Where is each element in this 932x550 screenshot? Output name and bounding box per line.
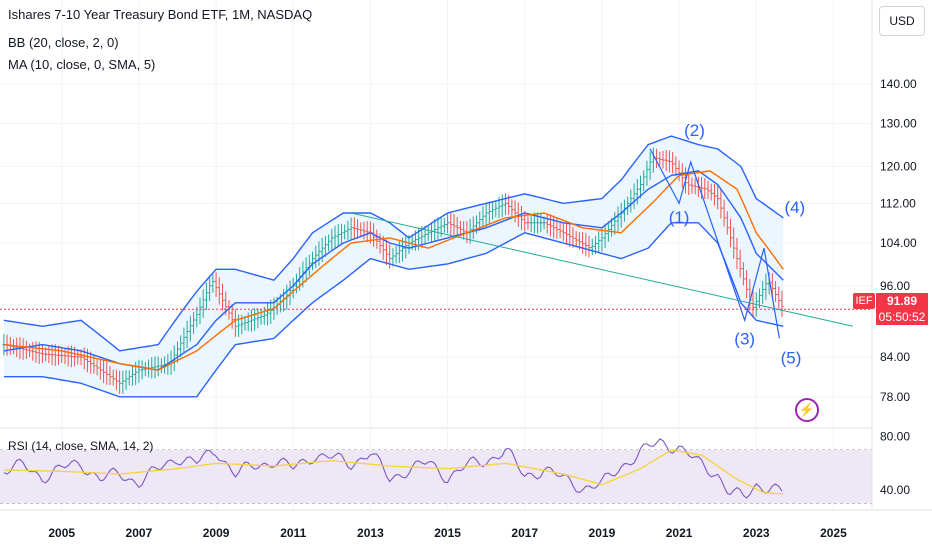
wave-label: (1) — [669, 208, 690, 227]
time-tick-label: 2023 — [743, 526, 770, 540]
bollinger-band-fill — [3, 136, 784, 397]
chart-title: Ishares 7-10 Year Treasury Bond ETF, 1M,… — [8, 7, 313, 22]
rsi-tick-label: 80.00 — [880, 430, 910, 444]
currency-button[interactable]: USD — [879, 6, 925, 36]
time-tick-label: 2015 — [434, 526, 461, 540]
time-tick-label: 2005 — [48, 526, 75, 540]
price-tick-label: 84.00 — [880, 350, 910, 364]
price-tick-label: 120.00 — [880, 159, 917, 173]
price-tick-label: 140.00 — [880, 77, 917, 91]
rsi-legend[interactable]: RSI (14, close, SMA, 14, 2) — [8, 439, 154, 453]
wave-labels: (1) (2) (3) (4) (5) — [669, 121, 806, 368]
time-tick-label: 2021 — [666, 526, 693, 540]
price-tick-label: 96.00 — [880, 279, 910, 293]
last-price-tag: 91.89 — [876, 293, 928, 309]
wave-label: (2) — [684, 121, 705, 140]
lightning-icon[interactable]: ⚡ — [795, 398, 819, 422]
bar-countdown: 05:50:52 — [876, 309, 928, 325]
time-tick-label: 2019 — [589, 526, 616, 540]
symbol-tag: IEF — [853, 293, 875, 309]
time-tick-label: 2025 — [820, 526, 847, 540]
price-tick-label: 130.00 — [880, 117, 917, 131]
rsi-ma-line — [3, 449, 784, 495]
rsi-line — [3, 438, 783, 499]
trendline — [351, 212, 853, 327]
wave-label: (5) — [781, 349, 802, 368]
moving-average-line — [3, 170, 784, 371]
price-tick-label: 104.00 — [880, 236, 917, 250]
rsi-band-fill — [0, 450, 872, 504]
bollinger-legend[interactable]: BB (20, close, 2, 0) — [8, 35, 119, 50]
ma-legend[interactable]: MA (10, close, 0, SMA, 5) — [8, 57, 156, 72]
bollinger-upper-line — [3, 135, 784, 352]
wave-label: (3) — [734, 330, 755, 349]
wave-label: (4) — [784, 198, 805, 217]
time-tick-label: 2007 — [126, 526, 153, 540]
time-tick-label: 2013 — [357, 526, 384, 540]
price-tick-label: 78.00 — [880, 390, 910, 404]
price-tick-label: 112.00 — [880, 196, 916, 210]
bollinger-lower-line — [3, 222, 784, 398]
time-tick-label: 2017 — [511, 526, 538, 540]
elliott-wave-zigzag — [649, 148, 780, 339]
rsi-tick-label: 40.00 — [880, 483, 910, 497]
time-tick-label: 2011 — [280, 526, 306, 540]
time-tick-label: 2009 — [203, 526, 230, 540]
